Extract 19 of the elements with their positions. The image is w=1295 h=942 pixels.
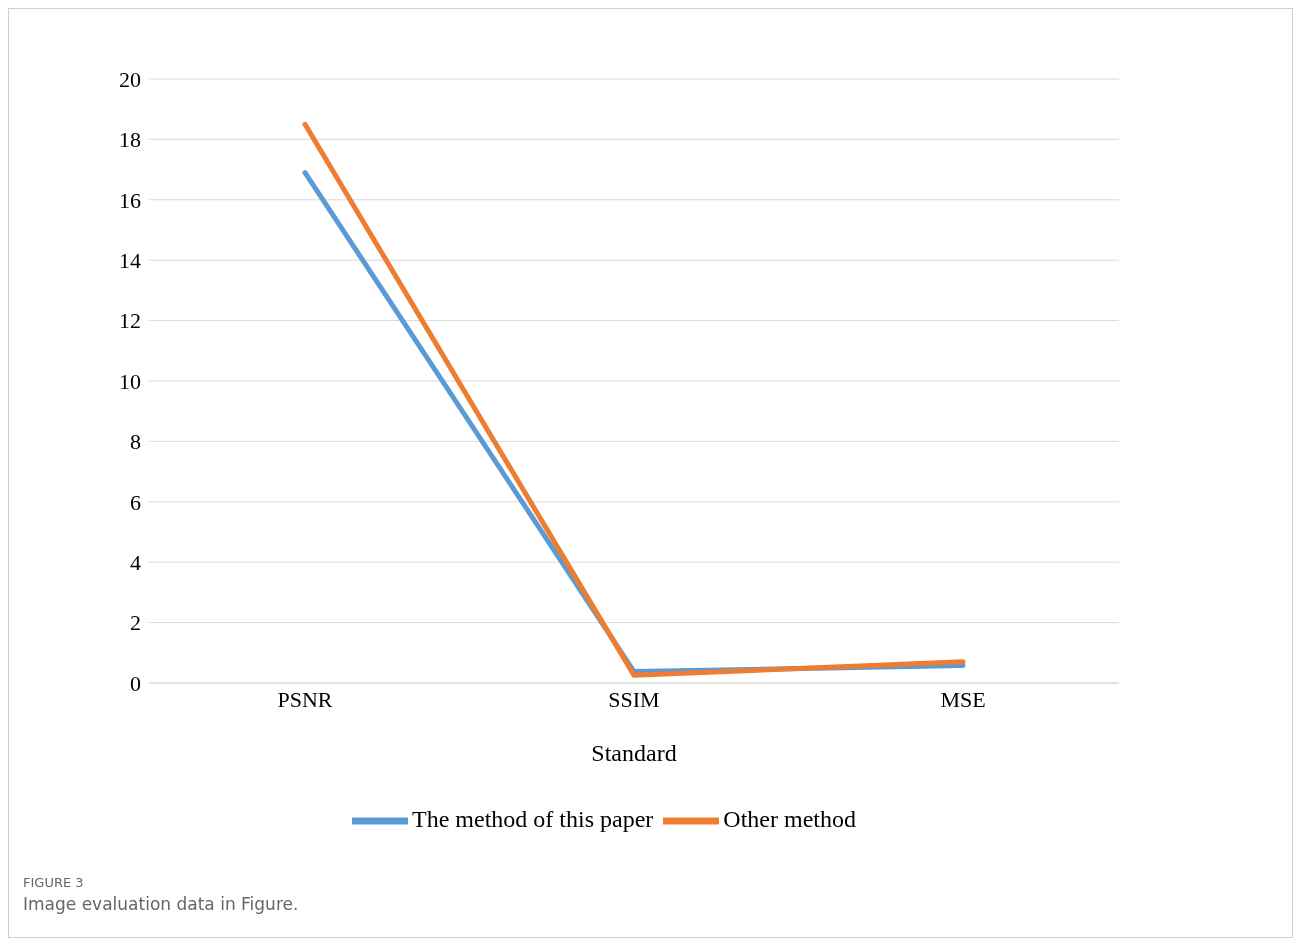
y-tick-label: 14 — [119, 248, 141, 274]
y-tick-label: 12 — [119, 308, 141, 334]
legend-label: Other method — [723, 805, 856, 832]
y-tick-label: 20 — [119, 66, 141, 92]
text: Image evaluation data in Figure. — [23, 894, 299, 914]
x-tick-label: SSIM — [608, 686, 660, 712]
y-tick-label: 10 — [119, 368, 141, 394]
y-tick-label: 8 — [130, 429, 141, 455]
y-tick-label: 0 — [130, 670, 141, 696]
x-tick-label: MSE — [940, 686, 986, 712]
y-tick-label: 2 — [130, 610, 141, 636]
y-tick-label: 16 — [119, 187, 141, 213]
legend-label: The method of this paper — [412, 805, 654, 832]
y-tick-label: 4 — [130, 550, 141, 576]
y-tick-label: 18 — [119, 127, 141, 153]
x-tick-label: PSNR — [277, 686, 333, 712]
y-tick-label: 6 — [130, 489, 141, 515]
caption: FIGURE 3 — [23, 875, 85, 890]
x-axis-title: Standard — [591, 740, 677, 766]
